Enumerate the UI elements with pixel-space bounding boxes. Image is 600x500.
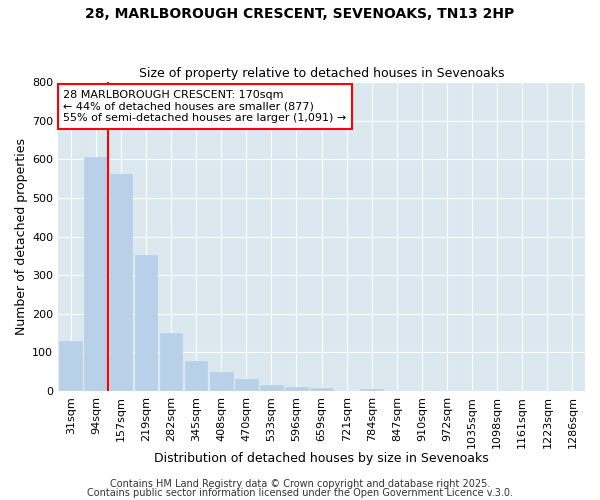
Text: 28 MARLBOROUGH CRESCENT: 170sqm
← 44% of detached houses are smaller (877)
55% o: 28 MARLBOROUGH CRESCENT: 170sqm ← 44% of… bbox=[64, 90, 347, 123]
Bar bbox=[185, 361, 208, 391]
X-axis label: Distribution of detached houses by size in Sevenoaks: Distribution of detached houses by size … bbox=[154, 452, 489, 465]
Bar bbox=[361, 389, 383, 391]
Text: 28, MARLBOROUGH CRESCENT, SEVENOAKS, TN13 2HP: 28, MARLBOROUGH CRESCENT, SEVENOAKS, TN1… bbox=[85, 8, 515, 22]
Bar bbox=[85, 156, 107, 391]
Bar bbox=[210, 372, 233, 391]
Title: Size of property relative to detached houses in Sevenoaks: Size of property relative to detached ho… bbox=[139, 66, 505, 80]
Bar bbox=[110, 174, 132, 391]
Bar bbox=[285, 386, 308, 391]
Y-axis label: Number of detached properties: Number of detached properties bbox=[15, 138, 28, 335]
Bar bbox=[59, 341, 82, 391]
Bar bbox=[260, 385, 283, 391]
Bar bbox=[310, 388, 333, 391]
Bar bbox=[235, 378, 257, 391]
Text: Contains HM Land Registry data © Crown copyright and database right 2025.: Contains HM Land Registry data © Crown c… bbox=[110, 479, 490, 489]
Text: Contains public sector information licensed under the Open Government Licence v.: Contains public sector information licen… bbox=[87, 488, 513, 498]
Bar bbox=[134, 254, 157, 391]
Bar bbox=[160, 333, 182, 391]
